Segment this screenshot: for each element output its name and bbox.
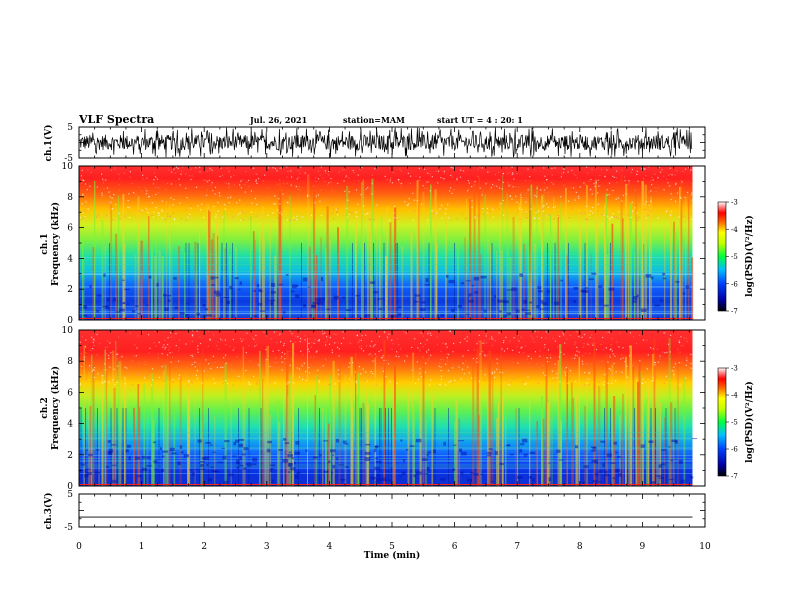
p1-ytick-label: -5 — [64, 154, 73, 164]
p2-frame — [78, 165, 706, 321]
cb2-tick-label: -3 — [731, 365, 738, 373]
ch2-spectrogram-ylabel-top: ch.2 — [40, 397, 50, 418]
p3-ytick-label: 0 — [67, 482, 73, 492]
p2-ytick-label: 4 — [67, 254, 73, 264]
time-axis: 0 1 2 3 4 5 6 7 8 9 10 — [76, 542, 711, 552]
cb1-tick-label: -6 — [731, 280, 738, 288]
p4-ytick-label: -5 — [64, 523, 73, 533]
ch2-spectrogram-panel: 0 2 4 6 8 10 — [62, 326, 706, 492]
cb2-tick-label: -5 — [731, 419, 738, 427]
ch1-waveform-ylabel: ch.1(V) — [43, 125, 54, 162]
cb2-gradient — [717, 367, 727, 477]
ch1-spectrogram-ylabel-top: ch.1 — [40, 233, 50, 254]
cb2-tick-label: -7 — [731, 473, 738, 481]
time-tick-label: 5 — [389, 542, 395, 552]
cb1-tick-label: -5 — [731, 253, 738, 261]
ch1-waveform-panel: 5 -5 — [64, 123, 706, 164]
p3-ytick-label: 6 — [67, 388, 73, 398]
ch1-colorbar-label: log(PSD)(V²/Hz) — [744, 215, 755, 297]
ch1-spectrogram-panel: 0 2 4 6 8 10 — [62, 162, 706, 326]
cb1-tick-label: -4 — [731, 226, 738, 234]
ch3-waveform-panel: 5 -5 — [64, 490, 706, 533]
time-tick-label: 8 — [577, 542, 583, 552]
header-start-time: start UT = 4 : 20: 1 — [437, 115, 523, 125]
p2-ytick-label: 6 — [67, 224, 73, 234]
p3-ytick-label: 10 — [62, 326, 74, 336]
cb2-tick-label: -4 — [731, 392, 738, 400]
p4-frame — [78, 493, 706, 528]
time-tick-label: 10 — [699, 542, 711, 552]
header-date: Jul. 26, 2021 — [249, 115, 307, 125]
header-station: station=MAM — [343, 115, 405, 125]
p3-ytick-label: 4 — [67, 420, 73, 430]
ch1-waveform-trace — [78, 127, 693, 158]
p4-ytick-label: 5 — [67, 490, 73, 500]
time-tick-label: 6 — [452, 542, 458, 552]
p3-ytick-label: 8 — [67, 357, 73, 367]
ch1-colorbar: -3 -4 -5 -6 -7 — [717, 199, 738, 316]
ch2-spectrogram-ylabel-bottom: Frequency (kHz) — [50, 366, 61, 450]
time-tick-label: 9 — [640, 542, 646, 552]
p2-ytick-label: 8 — [67, 193, 73, 203]
ch2-colorbar-label: log(PSD)(V²/Hz) — [744, 381, 755, 463]
time-tick-label: 3 — [264, 542, 270, 552]
time-tick-label: 7 — [514, 542, 520, 552]
p1-ytick-label: 5 — [67, 123, 73, 133]
time-tick-label: 2 — [201, 542, 207, 552]
ch3-waveform-ylabel: ch.3(V) — [43, 493, 54, 530]
time-tick-label: 4 — [327, 542, 333, 552]
p3-background — [79, 330, 693, 486]
cb1-tick-label: -7 — [731, 308, 738, 316]
time-tick-label: 0 — [76, 542, 82, 552]
figure-title: VLF Spectra — [78, 113, 154, 126]
ch2-colorbar: -3 -4 -5 -6 -7 — [717, 365, 738, 481]
cb2-tick-label: -6 — [731, 446, 738, 454]
p2-ytick-label: 10 — [62, 162, 74, 172]
time-axis-label: Time (min) — [364, 550, 421, 561]
ch1-spectrogram-ylabel-bottom: Frequency (kHz) — [50, 202, 61, 286]
p2-ytick-label: 2 — [67, 285, 73, 295]
p1-frame — [78, 126, 706, 159]
p3-ytick-label: 2 — [67, 451, 73, 461]
cb1-gradient — [717, 201, 727, 312]
cb1-tick-label: -3 — [731, 199, 738, 207]
p2-ytick-label: 0 — [67, 316, 73, 326]
p3-frame — [78, 329, 706, 487]
time-tick-label: 1 — [139, 542, 145, 552]
